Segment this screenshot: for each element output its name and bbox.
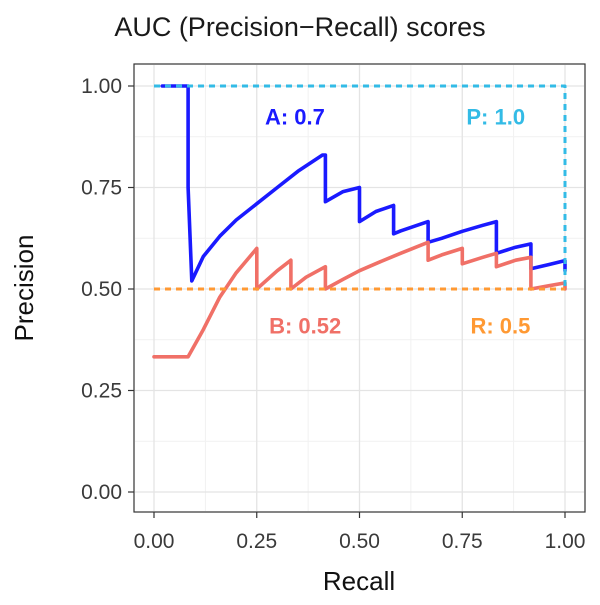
- y-tick-label: 0.25: [81, 380, 122, 403]
- x-tick-label: 0.50: [339, 530, 380, 553]
- series-lines: [152, 84, 567, 359]
- x-axis-label: Recall: [323, 566, 395, 596]
- x-tick-label: 0.00: [134, 530, 175, 553]
- annotations: A: 0.7 P: 1.0 B: 0.52 R: 0.5: [265, 105, 530, 339]
- y-tick-label: 0.75: [81, 177, 122, 200]
- annotation-p: P: 1.0: [466, 105, 525, 130]
- series-p-line: [154, 84, 567, 289]
- x-axis-ticks: 0.00 0.25 0.50 0.75 1.00: [134, 512, 586, 553]
- annotation-a: A: 0.7: [265, 105, 325, 130]
- y-tick-label: 1.00: [81, 75, 122, 98]
- y-tick-label: 0.50: [81, 278, 122, 301]
- series-a-line: [160, 84, 567, 283]
- x-tick-label: 1.00: [545, 530, 586, 553]
- y-axis-ticks: 0.00 0.25 0.50 0.75 1.00: [81, 75, 134, 504]
- series-b-line: [152, 240, 567, 359]
- y-tick-label: 0.00: [81, 481, 122, 504]
- y-axis-label: Precision: [9, 235, 39, 342]
- chart-title: AUC (Precision−Recall) scores: [114, 12, 486, 42]
- annotation-b: B: 0.52: [269, 314, 341, 339]
- annotation-r: R: 0.5: [470, 314, 530, 339]
- x-tick-label: 0.75: [442, 530, 483, 553]
- x-tick-label: 0.25: [236, 530, 277, 553]
